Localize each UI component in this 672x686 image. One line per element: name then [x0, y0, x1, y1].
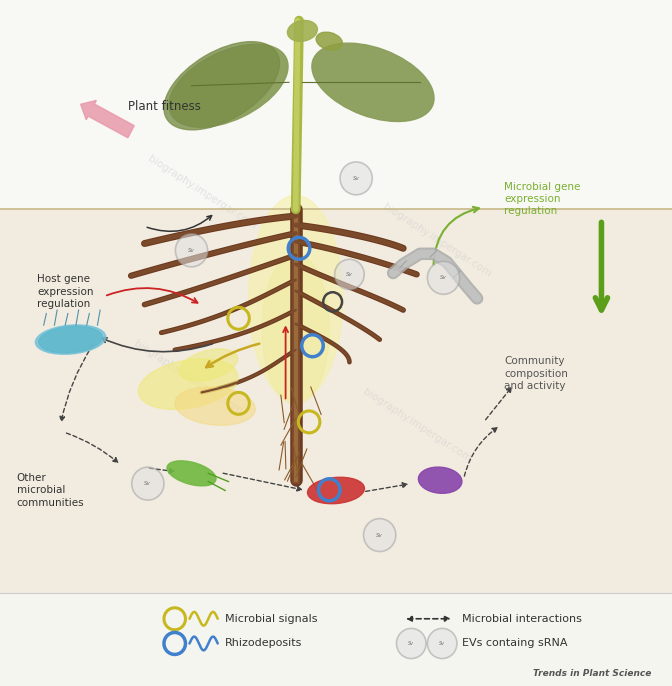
Text: Sv: Sv	[144, 481, 151, 486]
Ellipse shape	[164, 42, 280, 130]
Text: Microbial interactions: Microbial interactions	[462, 614, 582, 624]
Circle shape	[364, 519, 396, 552]
Text: biography.impergar.com: biography.impergar.com	[132, 338, 244, 416]
Text: Microbial signals: Microbial signals	[225, 614, 318, 624]
Text: Community
composition
and activity: Community composition and activity	[504, 357, 568, 391]
Bar	[0, 209, 672, 686]
Circle shape	[427, 261, 460, 294]
Text: EVs containg sRNA: EVs containg sRNA	[462, 639, 568, 648]
Ellipse shape	[36, 325, 106, 354]
Text: Sv: Sv	[353, 176, 360, 181]
Text: biography.impergar.com: biography.impergar.com	[381, 201, 493, 279]
Circle shape	[335, 259, 364, 289]
Text: Microbial gene
expression
regulation: Microbial gene expression regulation	[504, 182, 581, 216]
Bar	[0, 0, 672, 209]
Ellipse shape	[312, 43, 434, 121]
Text: Sv: Sv	[439, 641, 445, 646]
Ellipse shape	[179, 349, 238, 381]
Text: Other
microbial
communities: Other microbial communities	[17, 473, 85, 508]
Circle shape	[396, 628, 426, 659]
Text: Sv: Sv	[346, 272, 353, 277]
Text: Trends in Plant Science: Trends in Plant Science	[534, 669, 652, 678]
FancyArrow shape	[81, 100, 134, 138]
Text: Sv: Sv	[440, 275, 447, 281]
Text: Host gene
expression
regulation: Host gene expression regulation	[37, 274, 93, 309]
Ellipse shape	[419, 467, 462, 493]
Text: biography.impergar.com: biography.impergar.com	[146, 153, 257, 231]
Circle shape	[340, 162, 372, 195]
Ellipse shape	[167, 461, 216, 486]
Circle shape	[175, 234, 208, 267]
Bar	[0, 593, 672, 686]
Text: Sv: Sv	[188, 248, 195, 253]
Ellipse shape	[262, 254, 329, 405]
Ellipse shape	[288, 21, 317, 41]
Text: Rhizodeposits: Rhizodeposits	[225, 639, 302, 648]
Ellipse shape	[175, 387, 255, 425]
Text: Plant fitness: Plant fitness	[128, 100, 200, 113]
Ellipse shape	[138, 359, 238, 410]
Text: Sv: Sv	[376, 532, 383, 538]
Text: Sv: Sv	[409, 641, 414, 646]
Ellipse shape	[169, 44, 288, 128]
Ellipse shape	[39, 327, 102, 353]
Ellipse shape	[316, 32, 343, 50]
Circle shape	[132, 467, 164, 500]
Ellipse shape	[308, 477, 364, 504]
Ellipse shape	[249, 196, 343, 401]
Circle shape	[427, 628, 457, 659]
Text: biography.impergar.com: biography.impergar.com	[361, 386, 472, 464]
